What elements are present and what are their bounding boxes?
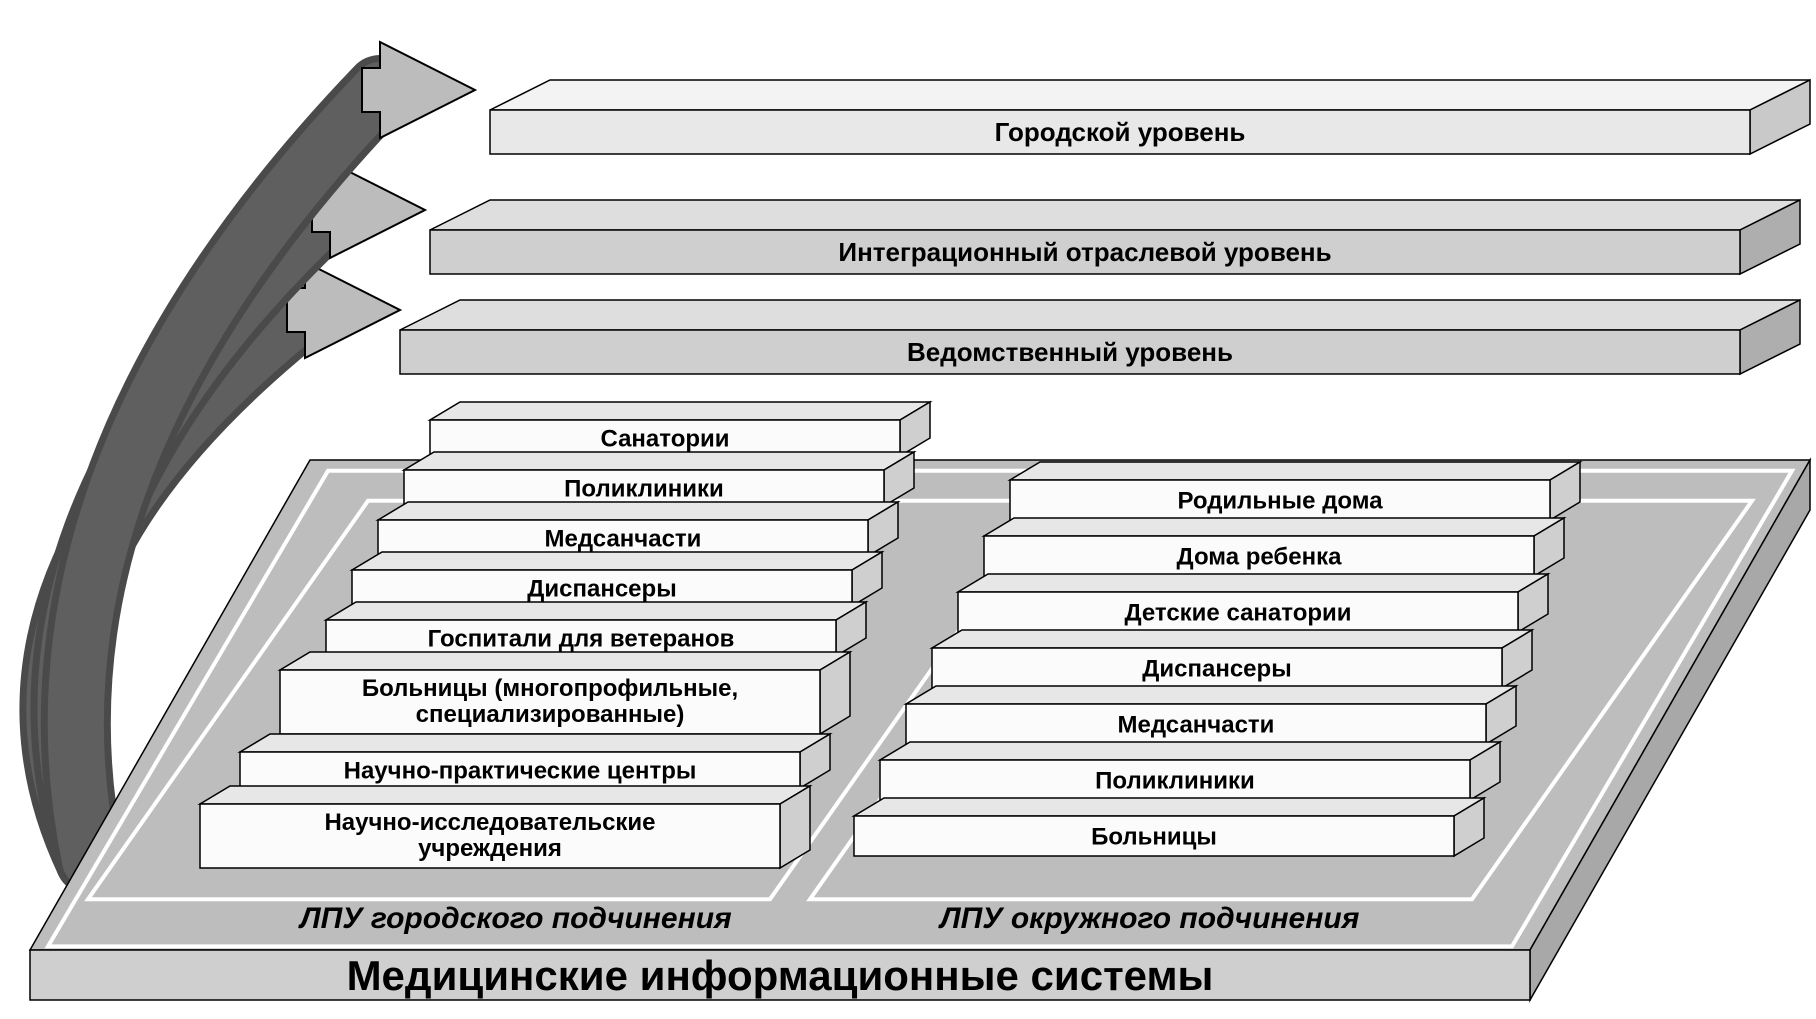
bar-left-3: Диспансеры (352, 552, 882, 606)
bar-label-left-1: Поликлиники (564, 475, 724, 502)
bar-left-1: Поликлиники (404, 452, 914, 506)
bar-label-left-0: Санатории (600, 425, 729, 452)
slab-departmental: Ведомственный уровень (400, 300, 1800, 374)
bar-left-7: Научно-исследовательскиеучреждения (200, 786, 810, 868)
bar-right-1: Дома ребенка (984, 518, 1564, 576)
bar-right-0: Родильные дома (1010, 462, 1580, 520)
bar-left-6: Научно-практические центры (240, 734, 830, 788)
bar-right-2: Детские санатории (958, 574, 1548, 632)
bar-label-right-6: Больницы (1091, 823, 1217, 850)
slab-city_level: Городской уровень (490, 80, 1810, 154)
bar-label-left-3: Диспансеры (527, 575, 676, 602)
slab-integration: Интеграционный отраслевой уровень (430, 200, 1800, 274)
bar-label-left-2: Медсанчасти (545, 525, 702, 552)
bar-label-right-4: Медсанчасти (1118, 711, 1275, 738)
slab-label-departmental: Ведомственный уровень (907, 337, 1233, 367)
bar-label-left-4: Госпитали для ветеранов (428, 625, 735, 652)
zone-label-district: ЛПУ окружного подчинения (938, 902, 1360, 935)
bar-left-4: Госпитали для ветеранов (326, 602, 866, 656)
bar-label-right-2: Детские санатории (1124, 599, 1351, 626)
zone-label-city: ЛПУ городского подчинения (298, 902, 732, 935)
bar-label-right-3: Диспансеры (1142, 655, 1291, 682)
base-title: Медицинские информационные системы (347, 952, 1214, 999)
bar-left-2: Медсанчасти (378, 502, 898, 556)
bar-right-4: Медсанчасти (906, 686, 1516, 744)
slab-label-integration: Интеграционный отраслевой уровень (838, 237, 1331, 267)
bar-label-right-0: Родильные дома (1177, 487, 1383, 514)
bar-right-6: Больницы (854, 798, 1484, 856)
bar-right-3: Диспансеры (932, 630, 1532, 688)
bar-left-0: Санатории (430, 402, 930, 456)
bar-left-5: Больницы (многопрофильные,специализирова… (280, 652, 850, 734)
bar-label-left-6: Научно-практические центры (344, 757, 697, 784)
bar-label-left-5: Больницы (многопрофильные,специализирова… (362, 675, 738, 728)
bar-right-5: Поликлиники (880, 742, 1500, 800)
bar-label-right-1: Дома ребенка (1177, 543, 1343, 570)
bar-label-right-5: Поликлиники (1095, 767, 1255, 794)
slab-label-city_level: Городской уровень (995, 117, 1246, 147)
